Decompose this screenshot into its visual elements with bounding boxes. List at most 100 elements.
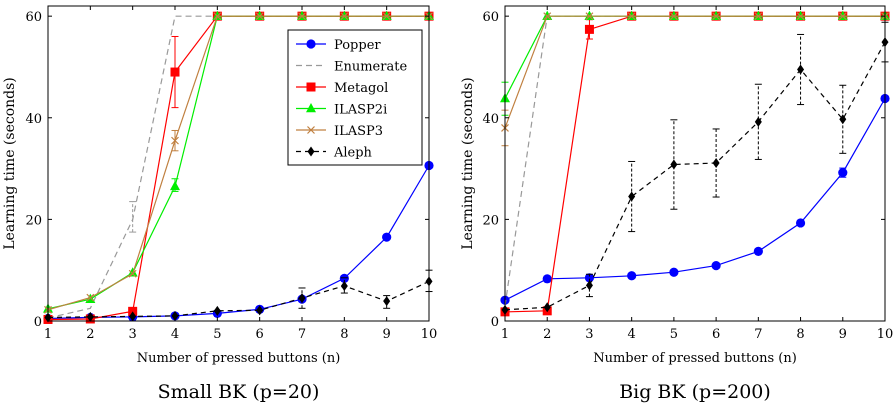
ilasp2i-point	[711, 10, 722, 20]
aleph-point	[298, 293, 306, 304]
aleph-point	[754, 116, 762, 127]
ilasp3-point	[627, 12, 636, 21]
popper-point	[795, 218, 806, 228]
popper-point	[584, 273, 595, 283]
ilasp2i-point	[381, 10, 392, 20]
ilasp3-point	[754, 12, 763, 21]
popper-point	[711, 261, 721, 271]
chart-caption: Small BK (p=20)	[158, 381, 320, 403]
ilasp2i-point	[542, 10, 553, 20]
ilasp3-point	[128, 269, 137, 278]
ilasp3-point	[171, 136, 179, 145]
ilasp3-point	[669, 12, 678, 21]
aleph-point	[797, 64, 805, 75]
legend-popper-point	[306, 39, 316, 49]
chart-small-bk: 1 2 3 4 5 6 7 8 9 10 0 20 40 60 Learning time (second…	[2, 5, 437, 403]
y-tick-label: 0	[491, 315, 499, 330]
series-enumerate	[504, 15, 885, 306]
ilasp3-point	[86, 293, 95, 302]
legend-item-ilasp3: ILASP3	[296, 124, 383, 139]
ilasp3-point	[712, 12, 721, 21]
ilasp3-point	[340, 12, 349, 21]
popper-point	[627, 271, 637, 281]
y-axis-label: Learning time (seconds)	[2, 77, 18, 249]
plot-frame	[47, 5, 430, 322]
popper-point	[382, 232, 392, 242]
y-tick-label: 60	[482, 10, 499, 25]
x-tick-label: 7	[754, 327, 762, 342]
x-tick-label: 2	[86, 327, 94, 342]
legend-item-popper: Popper	[296, 38, 381, 53]
aleph-point	[712, 157, 720, 168]
plot-frame	[504, 5, 886, 322]
x-tick-label: 5	[213, 327, 221, 342]
legend-label: ILASP3	[334, 124, 383, 139]
metagol-point	[128, 306, 138, 316]
aleph-point	[340, 280, 348, 291]
ilasp3-point	[585, 12, 594, 21]
x-tick-label: 5	[670, 327, 678, 342]
series-popper	[43, 160, 434, 324]
legend-item-ilasp2i: ILASP2i	[296, 103, 387, 118]
x-tick-label: 9	[383, 327, 391, 342]
series-ilasp2i	[500, 10, 890, 116]
ilasp2i-point	[170, 180, 180, 191]
ilasp3-point	[838, 12, 847, 21]
aleph-point	[129, 311, 137, 322]
series-line-popper	[47, 165, 430, 320]
popper-point	[669, 267, 679, 277]
x-tick-label: 10	[877, 327, 894, 342]
legend-ilasp3-point	[307, 126, 315, 134]
ilasp3-point	[796, 12, 805, 21]
legend-label: Enumerate	[334, 60, 407, 75]
x-tick-label: 8	[340, 327, 348, 342]
series-line-ilasp3	[47, 15, 429, 311]
aleph-point	[383, 296, 391, 307]
series-line-aleph	[504, 41, 886, 311]
aleph-point	[543, 302, 551, 313]
chart-caption: Big BK (p=200)	[619, 381, 771, 403]
series-line-ilasp3	[504, 15, 885, 129]
error-bar	[712, 128, 720, 198]
y-tick-label: 20	[25, 213, 42, 228]
popper-point	[753, 246, 763, 256]
series-line-ilasp2i	[504, 15, 885, 99]
aleph-point	[171, 310, 179, 321]
ilasp3-point	[213, 12, 222, 21]
x-tick-label: 6	[256, 327, 264, 342]
aleph-point	[86, 311, 94, 322]
y-tick-label: 0	[34, 315, 42, 330]
ilasp2i-point	[668, 10, 679, 20]
ilasp2i-point	[127, 267, 138, 277]
legend-metagol-point	[306, 82, 316, 92]
legend-aleph-point	[307, 146, 315, 157]
series-aleph	[44, 269, 433, 323]
legend: Popper Enumerate Metagol ILASP2i ILASP3 Aleph	[287, 29, 423, 166]
ilasp3-point	[382, 12, 391, 21]
ilasp3-point	[255, 12, 264, 21]
x-tick-label: 7	[298, 327, 306, 342]
legend-label: ILASP2i	[334, 103, 387, 118]
y-tick-label: 40	[25, 112, 42, 127]
x-axis-label: Number of pressed buttons (n)	[137, 351, 341, 366]
ilasp2i-point	[626, 10, 637, 20]
y-tick-label: 20	[482, 213, 499, 228]
popper-point	[838, 168, 848, 178]
legend-item-metagol: Metagol	[296, 81, 388, 96]
ilasp2i-point	[297, 10, 307, 20]
legend-label: Metagol	[334, 81, 388, 96]
y-tick-label: 40	[482, 112, 499, 127]
ilasp2i-point	[584, 10, 595, 20]
series-line-aleph	[47, 280, 430, 318]
ilasp2i-point	[795, 10, 806, 20]
aleph-point	[585, 280, 593, 291]
metagol-point	[584, 24, 594, 34]
series-ilasp3	[44, 12, 433, 314]
error-bar	[670, 119, 678, 210]
x-tick-label: 4	[628, 327, 636, 342]
aleph-point	[256, 305, 264, 316]
error-bar	[129, 201, 137, 233]
series-line-enumerate	[504, 15, 885, 306]
ilasp2i-point	[837, 10, 848, 20]
